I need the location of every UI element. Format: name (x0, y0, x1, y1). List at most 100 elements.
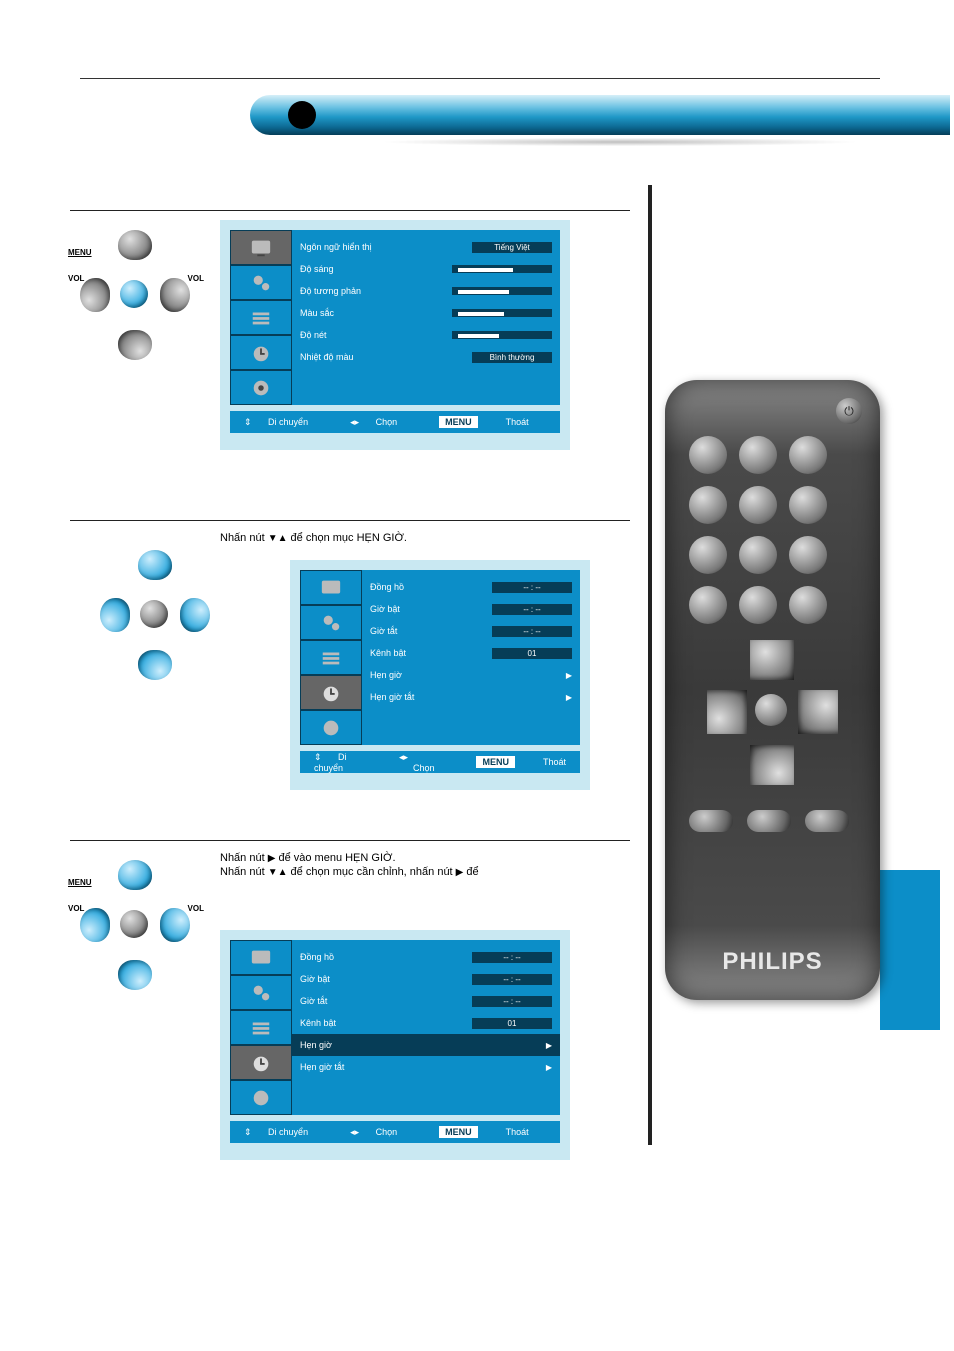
osd-tab-install[interactable] (300, 605, 362, 640)
remote-dpad (705, 640, 840, 785)
remote-brand-label: PHILIPS (665, 948, 880, 976)
osd-2-footer: ⇕ Di chuyển ◂▸ Chọn MENU Thoát (300, 751, 580, 773)
osd-tab-features[interactable] (230, 1010, 292, 1045)
step-1: MENU VOL VOL Ngôn ngữ hiển thịTiếng Việt (70, 210, 630, 490)
number-button[interactable] (739, 586, 777, 624)
number-button[interactable] (689, 586, 727, 624)
osd-3-row-1: Giờ bật-- : -- (300, 968, 552, 990)
osd-1-row-3: Màu sắc (300, 302, 552, 324)
osd-2-row-3: Kênh bật01 (370, 642, 572, 664)
remote-pill-button[interactable] (747, 810, 791, 832)
number-button[interactable] (739, 436, 777, 474)
dpad-down-button[interactable] (118, 960, 152, 990)
dpad-menu-button[interactable] (120, 910, 148, 938)
osd-1-row-4: Độ nét (300, 324, 552, 346)
power-button[interactable]: ⏻ (836, 398, 862, 424)
number-button[interactable] (789, 536, 827, 574)
osd-3-row-2: Giờ tắt-- : -- (300, 990, 552, 1012)
number-button[interactable] (689, 436, 727, 474)
step-3-rule (70, 840, 630, 841)
number-button[interactable] (739, 486, 777, 524)
number-button[interactable] (689, 486, 727, 524)
osd-2-row-1: Giờ bật-- : -- (370, 598, 572, 620)
step-3-text: Nhấn nút ▶ để vào menu HẸN GIỜ. Nhấn nút… (220, 851, 630, 880)
osd-tab-setup[interactable] (300, 710, 362, 745)
number-button[interactable] (789, 486, 827, 524)
osd-1-footer: ⇕ Di chuyển ◂▸ Chọn MENU Thoát (230, 411, 560, 433)
dpad-vol-right-label: VOL (188, 274, 204, 283)
remote-pill-button[interactable] (689, 810, 733, 832)
osd-tab-tv[interactable] (300, 570, 362, 605)
page-tab (880, 870, 940, 1030)
number-button[interactable] (789, 586, 827, 624)
number-button[interactable] (689, 536, 727, 574)
osd-3-row-0: Đồng hồ-- : -- (300, 946, 552, 968)
step-1-rule (70, 210, 630, 211)
osd-1-sidebar (230, 230, 292, 405)
pill-bar (250, 95, 950, 135)
osd-2-sidebar (300, 570, 362, 745)
remote-menu-button[interactable] (755, 694, 787, 726)
osd-2-row-0: Đồng hồ-- : -- (370, 576, 572, 598)
step-2-rule (70, 520, 630, 521)
dpad-vol-right-label: VOL (188, 904, 204, 913)
osd-1-row-5: Nhiệt độ màuBình thường (300, 346, 552, 368)
dpad-down-button[interactable] (138, 650, 172, 680)
osd-3-main: Đồng hồ-- : -- Giờ bật-- : -- Giờ tắt-- … (292, 940, 560, 1115)
dpad-1: MENU VOL VOL (70, 230, 200, 360)
osd-1-row-2: Độ tương phản (300, 280, 552, 302)
osd-tab-install[interactable] (230, 975, 292, 1010)
top-rule (80, 78, 880, 79)
remote-right-button[interactable] (798, 690, 838, 734)
remote-control: ⏻ PHILIPS (665, 380, 880, 1000)
osd-tab-setup[interactable] (230, 1080, 292, 1115)
osd-3-footer: ⇕ Di chuyển ◂▸ Chọn MENU Thoát (230, 1121, 560, 1143)
osd-1: Ngôn ngữ hiển thịTiếng Việt Độ sáng Độ t… (220, 220, 570, 450)
osd-2-main: Đồng hồ-- : -- Giờ bật-- : -- Giờ tắt-- … (362, 570, 580, 745)
dpad-menu-label: MENU (68, 878, 92, 887)
dpad-right-button[interactable] (160, 908, 190, 942)
dpad-menu-button[interactable] (120, 280, 148, 308)
remote-pill-row (689, 810, 849, 832)
osd-tab-features[interactable] (230, 300, 292, 335)
osd-3: Đồng hồ-- : -- Giờ bật-- : -- Giờ tắt-- … (220, 930, 570, 1160)
dpad-2 (90, 550, 220, 680)
dpad-vol-left-label: VOL (68, 904, 84, 913)
osd-tab-features[interactable] (300, 640, 362, 675)
osd-tab-tv[interactable] (230, 940, 292, 975)
left-column: MENU VOL VOL Ngôn ngữ hiển thịTiếng Việt (70, 210, 630, 1210)
dpad-left-button[interactable] (100, 598, 130, 632)
dpad-left-button[interactable] (80, 908, 110, 942)
number-button[interactable] (739, 536, 777, 574)
remote-up-button[interactable] (750, 640, 794, 680)
remote-down-button[interactable] (750, 745, 794, 785)
osd-tab-install[interactable] (230, 265, 292, 300)
osd-3-row-5: Hẹn giờ tắt▶ (300, 1056, 552, 1078)
osd-1-row-0: Ngôn ngữ hiển thịTiếng Việt (300, 236, 552, 258)
osd-1-main: Ngôn ngữ hiển thịTiếng Việt Độ sáng Độ t… (292, 230, 560, 405)
dpad-up-button[interactable] (118, 860, 152, 890)
dpad-right-button[interactable] (180, 598, 210, 632)
osd-tab-timer[interactable] (230, 335, 292, 370)
pill-dot (288, 101, 316, 129)
dpad-right-button[interactable] (160, 278, 190, 312)
osd-3-row-3: Kênh bật01 (300, 1012, 552, 1034)
dpad-left-button[interactable] (80, 278, 110, 312)
osd-tab-setup[interactable] (230, 370, 292, 405)
dpad-up-button[interactable] (138, 550, 172, 580)
number-button[interactable] (789, 436, 827, 474)
osd-3-row-4: Hẹn giờ▶ (292, 1034, 560, 1056)
pill-shadow (280, 137, 954, 147)
osd-tab-timer[interactable] (300, 675, 362, 710)
step-2-text: Nhấn nút ▼▲ để chọn mục HẸN GIỜ. (220, 531, 630, 545)
osd-tab-tv[interactable] (230, 230, 292, 265)
dpad-down-button[interactable] (118, 330, 152, 360)
osd-3-sidebar (230, 940, 292, 1115)
dpad-3: MENU VOL VOL (70, 860, 200, 990)
osd-tab-timer[interactable] (230, 1045, 292, 1080)
dpad-up-button[interactable] (118, 230, 152, 260)
step-3: Nhấn nút ▶ để vào menu HẸN GIỜ. Nhấn nút… (70, 840, 630, 1180)
dpad-menu-button[interactable] (140, 600, 168, 628)
remote-left-button[interactable] (707, 690, 747, 734)
remote-pill-button[interactable] (805, 810, 849, 832)
